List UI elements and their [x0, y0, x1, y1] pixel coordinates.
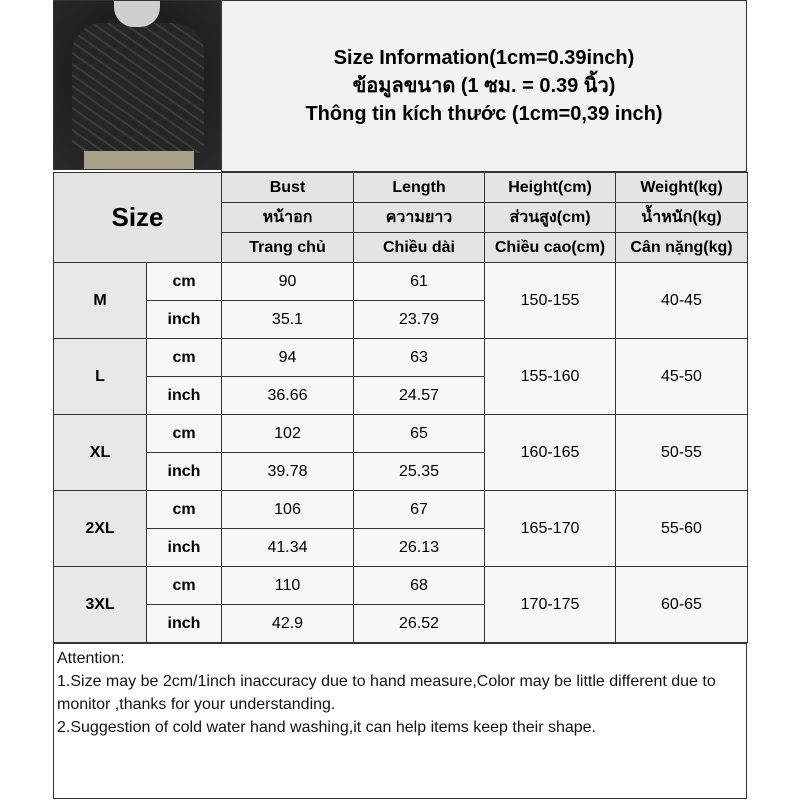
bust-inch: 39.78 — [221, 452, 354, 491]
weight-range: 45-50 — [615, 338, 748, 415]
bust-cm: 106 — [221, 490, 354, 529]
size-header: Size — [53, 172, 222, 263]
bust-cm: 90 — [221, 262, 354, 301]
size-label: 3XL — [53, 566, 147, 643]
length-inch: 24.57 — [353, 376, 485, 415]
weight-range: 55-60 — [615, 490, 748, 567]
height-range: 165-170 — [484, 490, 616, 567]
length-cm: 61 — [353, 262, 485, 301]
size-label: 2XL — [53, 490, 147, 567]
header-row-english: Size Bust Length Height(cm) Weight(kg) — [53, 172, 748, 263]
size-row-inch: inch 35.1 23.79 — [54, 300, 748, 339]
size-info-title: Size Information(1cm=0.39inch) ข้อมูลขนา… — [221, 0, 747, 172]
length-inch: 23.79 — [353, 300, 485, 339]
bust-cm: 110 — [221, 566, 354, 605]
length-cm: 65 — [353, 414, 485, 453]
tshirt-image — [72, 23, 204, 153]
col-length-thai: ความยาว — [353, 202, 485, 233]
pants-image — [84, 151, 194, 169]
weight-range: 40-45 — [615, 262, 748, 339]
col-length-vi: Chiều dài — [353, 232, 485, 263]
unit-cm: cm — [146, 414, 222, 453]
bust-inch: 35.1 — [221, 300, 354, 339]
col-length: Length — [353, 172, 485, 203]
bust-inch: 42.9 — [221, 604, 354, 643]
unit-cm: cm — [146, 490, 222, 529]
notes-heading: Attention: — [57, 650, 125, 667]
height-range: 150-155 — [484, 262, 616, 339]
col-bust-vi: Trang chủ — [221, 232, 354, 263]
height-range: 160-165 — [484, 414, 616, 491]
weight-range: 50-55 — [615, 414, 748, 491]
length-cm: 63 — [353, 338, 485, 377]
size-row-cm: XL cm 102 65 160-165 50-55 — [53, 414, 748, 491]
size-table: Size Bust Length Height(cm) Weight(kg) ห… — [53, 172, 748, 643]
attention-notes: Attention: 1.Size may be 2cm/1inch inacc… — [53, 643, 747, 799]
unit-cm: cm — [146, 338, 222, 377]
unit-inch: inch — [146, 300, 222, 339]
col-weight-thai: น้ำหนัก(kg) — [615, 202, 748, 233]
size-label: XL — [53, 414, 147, 491]
length-cm: 68 — [353, 566, 485, 605]
height-range: 155-160 — [484, 338, 616, 415]
col-bust-thai: หน้าอก — [221, 202, 354, 233]
header-row-thai: หน้าอก ความยาว ส่วนสูง(cm) น้ำหนัก(kg) — [54, 202, 748, 233]
length-inch: 26.52 — [353, 604, 485, 643]
header-row-vietnamese: Trang chủ Chiều dài Chiều cao(cm) Cân nặ… — [54, 232, 748, 263]
note-2: 2.Suggestion of cold water hand washing,… — [57, 719, 596, 736]
model-head-image — [114, 1, 160, 27]
title-thai: ข้อมูลขนาด (1 ซม. = 0.39 นิ้ว) — [352, 75, 616, 97]
col-weight: Weight(kg) — [615, 172, 748, 203]
size-label: M — [53, 262, 147, 339]
col-height: Height(cm) — [484, 172, 616, 203]
col-height-thai: ส่วนสูง(cm) — [484, 202, 616, 233]
bust-inch: 36.66 — [221, 376, 354, 415]
size-row-cm: M cm 90 61 150-155 40-45 — [53, 262, 748, 339]
size-label: L — [53, 338, 147, 415]
height-range: 170-175 — [484, 566, 616, 643]
col-height-vi: Chiều cao(cm) — [484, 232, 616, 263]
size-row-cm: L cm 94 63 155-160 45-50 — [53, 338, 748, 415]
unit-inch: inch — [146, 452, 222, 491]
product-photo — [53, 0, 221, 170]
bust-cm: 94 — [221, 338, 354, 377]
length-inch: 25.35 — [353, 452, 485, 491]
bust-inch: 41.34 — [221, 528, 354, 567]
title-vietnamese: Thông tin kích thước (1cm=0,39 inch) — [305, 103, 663, 125]
size-row-cm: 2XL cm 106 67 165-170 55-60 — [53, 490, 748, 567]
size-row-inch: inch 36.66 24.57 — [54, 376, 748, 415]
weight-range: 60-65 — [615, 566, 748, 643]
size-row-cm: 3XL cm 110 68 170-175 60-65 — [53, 566, 748, 643]
unit-cm: cm — [146, 566, 222, 605]
unit-inch: inch — [146, 376, 222, 415]
unit-cm: cm — [146, 262, 222, 301]
length-cm: 67 — [353, 490, 485, 529]
unit-inch: inch — [146, 528, 222, 567]
bust-cm: 102 — [221, 414, 354, 453]
note-1: 1.Size may be 2cm/1inch inaccuracy due t… — [57, 673, 716, 713]
unit-inch: inch — [146, 604, 222, 643]
size-row-inch: inch 42.9 26.52 — [54, 604, 748, 643]
title-english: Size Information(1cm=0.39inch) — [333, 47, 635, 69]
col-weight-vi: Cân nặng(kg) — [615, 232, 748, 263]
length-inch: 26.13 — [353, 528, 485, 567]
size-row-inch: inch 39.78 25.35 — [54, 452, 748, 491]
col-bust: Bust — [221, 172, 354, 203]
